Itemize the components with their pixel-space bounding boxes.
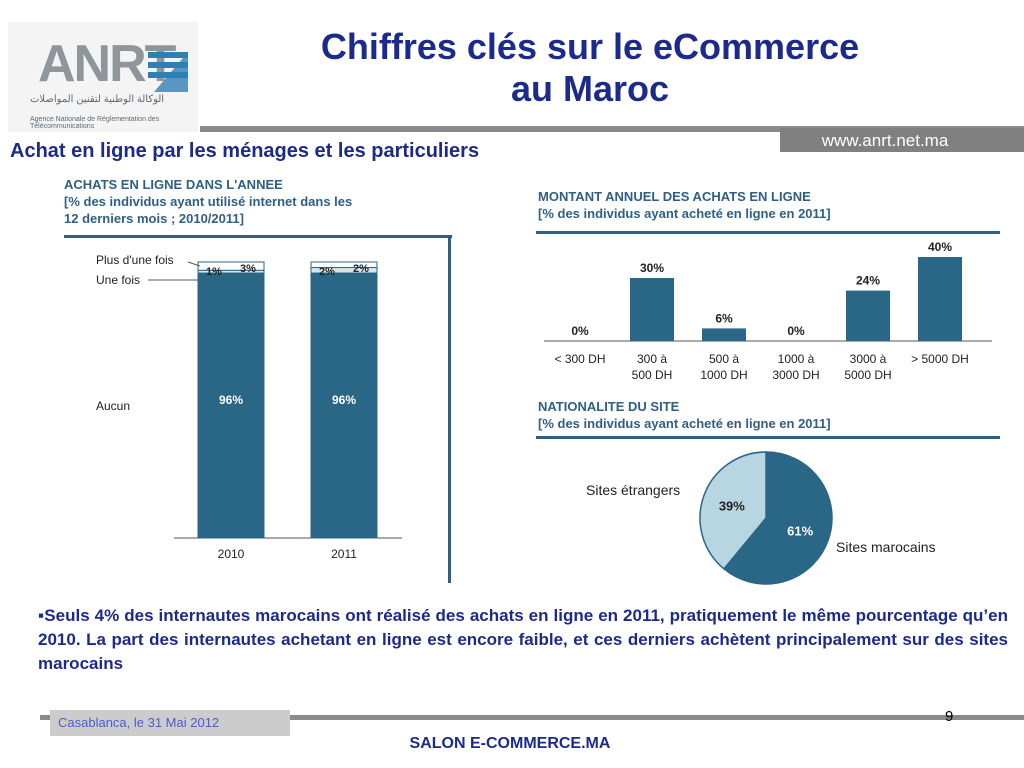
title-line-2: au Maroc bbox=[510, 68, 670, 109]
chart1-label-aucun: 96% bbox=[219, 393, 243, 407]
chart3-slice bbox=[722, 451, 833, 585]
chart2-data-label: 30% bbox=[640, 261, 664, 275]
chart2-data-label: 0% bbox=[787, 324, 805, 338]
chart2-rule bbox=[536, 231, 1000, 234]
chart3-slice-label: 39% bbox=[719, 499, 745, 514]
chart2-title-line-2: [% des individus ayant acheté en ligne e… bbox=[538, 206, 831, 221]
chart1-legend-aucun: Aucun bbox=[96, 399, 130, 413]
chart3-slice bbox=[699, 451, 767, 570]
chart1-x-tick: 2010 bbox=[218, 547, 245, 561]
chart1-legend-plus: Plus d'une fois bbox=[96, 253, 174, 267]
chart1-title-line-3: 12 derniers mois ; 2010/2011] bbox=[64, 211, 244, 226]
website-url: www.anrt.net.ma bbox=[821, 131, 949, 150]
chart1-label-une-fois: 1% bbox=[206, 266, 222, 278]
chart1-leader-plus bbox=[187, 261, 201, 267]
header-divider bbox=[200, 126, 1024, 132]
chart2-bar bbox=[918, 257, 962, 341]
chart2-bar bbox=[702, 328, 746, 341]
chart1-x-tick: 2011 bbox=[331, 547, 357, 561]
chart1-label-plus: 2% bbox=[353, 263, 369, 275]
chart2-bar bbox=[630, 278, 674, 341]
chart3-legend-etrangers: Sites étrangers bbox=[586, 482, 680, 498]
chart1-legend-une-fois: Une fois bbox=[96, 273, 140, 287]
chart2-x-tick-line1: < 300 DH bbox=[554, 352, 605, 366]
chart2-data-label: 24% bbox=[856, 274, 880, 288]
chart2-bar: 0% < 300 DH 30% 300 à 500 DH 6% 500 à 1000 DH 0%… bbox=[544, 240, 992, 382]
chart1-bar-2011-seg-0 bbox=[310, 272, 378, 539]
chart1-bar-2010-seg-0 bbox=[197, 272, 265, 539]
title-line-1: Chiffres clés sur le eCommerce bbox=[320, 26, 860, 67]
chart1-side-rule bbox=[448, 235, 451, 583]
chart2-x-tick-line2: 1000 DH bbox=[700, 368, 747, 382]
chart2-x-tick-line2: 5000 DH bbox=[844, 368, 891, 382]
footer-date: Casablanca, le 31 Mai 2012 bbox=[58, 715, 220, 730]
chart2-x-tick-line2: 500 DH bbox=[632, 368, 673, 382]
chart1-label-plus: 3% bbox=[240, 263, 256, 275]
logo-arabic-text: الوكالة الوطنية لتقنين المواصلات bbox=[30, 94, 165, 105]
chart1-title: ACHATS EN LIGNE DANS L'ANNEE [% des indi… bbox=[64, 176, 454, 227]
chart2-x-tick-line1: 500 à bbox=[709, 352, 739, 366]
chart2-bar bbox=[846, 290, 890, 341]
logo-caption: Agence Nationale de Réglementation des T… bbox=[30, 116, 160, 130]
chart1-bar-2011-seg-2 bbox=[310, 261, 378, 269]
chart1-label-une-fois: 2% bbox=[319, 266, 335, 278]
chart3-slice-label: 61% bbox=[787, 523, 813, 538]
chart3-title-line-2: [% des individus ayant acheté en ligne e… bbox=[538, 416, 831, 431]
chart3-title-line-1: NATIONALITE DU SITE bbox=[538, 399, 680, 414]
chart2-x-tick-line1: 300 à bbox=[637, 352, 667, 366]
chart1-rule bbox=[64, 235, 452, 238]
footer-event: SALON E-COMMERCE.MA bbox=[409, 735, 611, 752]
chart1-label-aucun: 96% bbox=[332, 393, 356, 407]
url-tab bbox=[780, 128, 1024, 152]
anrt-logo: ANRT الوكالة الوطنية لتقنين المواصلات Ag… bbox=[8, 22, 198, 132]
page-title: Chiffres clés sur le eCommerce au Maroc bbox=[230, 26, 950, 110]
chart2-title-line-1: MONTANT ANNUEL DES ACHATS EN LIGNE bbox=[538, 189, 811, 204]
chart2-data-label: 0% bbox=[571, 324, 589, 338]
chart2-x-tick-line1: 3000 à bbox=[850, 352, 887, 366]
section-subtitle: Achat en ligne par les ménages et les pa… bbox=[10, 140, 480, 162]
chart1-title-line-1: ACHATS EN LIGNE DANS L'ANNEE bbox=[64, 177, 283, 192]
chart2-data-label: 6% bbox=[715, 311, 733, 325]
chart3-pie: 61% 39% Sites marocains Sites étrangers bbox=[586, 451, 936, 585]
page-number: 9 bbox=[945, 708, 954, 725]
footer-divider bbox=[40, 715, 1024, 720]
chart2-data-label: 40% bbox=[928, 240, 952, 254]
chart1-stacked-bar: 2010 96% 1% 3% 2011 96% 2% 2% Plus d'une fois Une… bbox=[96, 253, 402, 561]
summary-bullet: ▪Seuls 4% des internautes marocains ont … bbox=[38, 606, 1008, 673]
chart3-title: NATIONALITE DU SITE [% des individus aya… bbox=[538, 398, 998, 432]
chart2-x-tick-line2: 3000 DH bbox=[772, 368, 819, 382]
chart2-x-tick-line1: > 5000 DH bbox=[911, 352, 969, 366]
chart2-x-tick-line1: 1000 à bbox=[778, 352, 815, 366]
chart2-title: MONTANT ANNUEL DES ACHATS EN LIGNE [% de… bbox=[538, 188, 998, 222]
chart3-legend-marocains: Sites marocains bbox=[836, 539, 936, 555]
chart1-bar-2010-seg-2 bbox=[197, 261, 265, 271]
footer-date-box bbox=[50, 710, 290, 736]
chart3-rule bbox=[536, 436, 1000, 439]
chart1-title-line-2: [% des individus ayant utilisé internet … bbox=[64, 194, 353, 209]
logo-stripes-icon bbox=[148, 52, 188, 92]
